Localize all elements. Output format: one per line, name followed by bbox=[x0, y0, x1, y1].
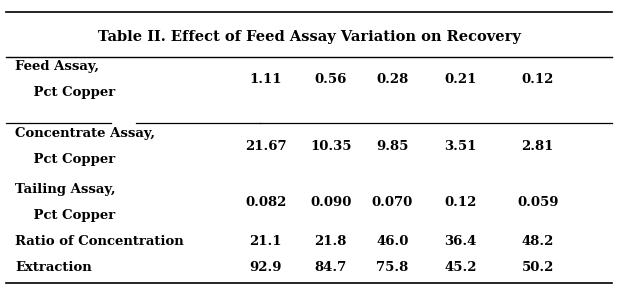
Text: Tailing Assay,: Tailing Assay, bbox=[15, 182, 116, 196]
Text: 10.35: 10.35 bbox=[310, 140, 352, 153]
Text: 0.56: 0.56 bbox=[315, 73, 347, 86]
Text: 0.12: 0.12 bbox=[522, 73, 554, 86]
Text: 48.2: 48.2 bbox=[522, 235, 554, 248]
Text: 0.12: 0.12 bbox=[444, 196, 476, 208]
Text: 92.9: 92.9 bbox=[250, 261, 282, 274]
Text: 0.070: 0.070 bbox=[372, 196, 413, 208]
Text: Pct Copper: Pct Copper bbox=[15, 209, 116, 222]
Text: 1.11: 1.11 bbox=[250, 73, 282, 86]
Text: 2.81: 2.81 bbox=[522, 140, 554, 153]
Text: Table II. Effect of Feed Assay Variation on Recovery: Table II. Effect of Feed Assay Variation… bbox=[98, 29, 520, 44]
Text: Concentrate Assay,: Concentrate Assay, bbox=[15, 127, 156, 140]
Text: Extraction: Extraction bbox=[15, 261, 92, 274]
Text: Ratio of Concentration: Ratio of Concentration bbox=[15, 235, 184, 248]
Text: 50.2: 50.2 bbox=[522, 261, 554, 274]
Text: 84.7: 84.7 bbox=[315, 261, 347, 274]
Text: 21.1: 21.1 bbox=[250, 235, 282, 248]
Text: 21.67: 21.67 bbox=[245, 140, 287, 153]
Text: 3.51: 3.51 bbox=[444, 140, 476, 153]
Text: 46.0: 46.0 bbox=[376, 235, 408, 248]
Text: 21.8: 21.8 bbox=[315, 235, 347, 248]
Text: 75.8: 75.8 bbox=[376, 261, 408, 274]
Text: 0.28: 0.28 bbox=[376, 73, 408, 86]
Text: 9.85: 9.85 bbox=[376, 140, 408, 153]
Text: 0.059: 0.059 bbox=[517, 196, 559, 208]
Text: Feed Assay,: Feed Assay, bbox=[15, 60, 99, 73]
Text: Pct Copper: Pct Copper bbox=[15, 153, 116, 166]
Text: 0.21: 0.21 bbox=[444, 73, 476, 86]
Text: 45.2: 45.2 bbox=[444, 261, 476, 274]
Text: Pct Copper: Pct Copper bbox=[15, 86, 116, 99]
Text: 0.082: 0.082 bbox=[245, 196, 286, 208]
Text: 0.090: 0.090 bbox=[310, 196, 351, 208]
Text: 36.4: 36.4 bbox=[444, 235, 476, 248]
